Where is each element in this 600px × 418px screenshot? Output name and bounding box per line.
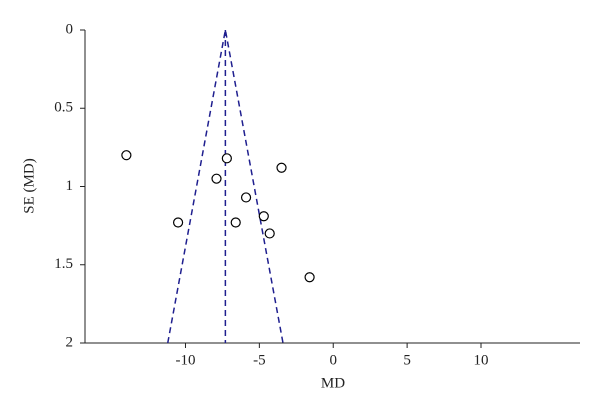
funnel-line — [167, 29, 284, 344]
point — [172, 217, 184, 228]
y-tick-label: 1 — [66, 178, 74, 194]
point — [221, 153, 232, 164]
x-tick-label: -10 — [175, 352, 195, 368]
point — [230, 217, 241, 228]
x-tick-label: 10 — [474, 352, 489, 368]
y-tick-label: 0.5 — [54, 100, 73, 116]
y-axis-title: SE (MD) — [21, 158, 37, 213]
x-axis-title: MD — [321, 375, 345, 391]
point — [264, 228, 275, 239]
y-tick-label: 0 — [66, 21, 74, 37]
point — [240, 192, 252, 203]
y-tick-label: 2 — [66, 334, 74, 350]
x-tick-label: -5 — [253, 352, 266, 368]
point — [121, 150, 132, 161]
y-tick-label: 1.5 — [54, 256, 73, 272]
point — [258, 211, 269, 222]
x-tick-label: 5 — [403, 352, 411, 368]
point — [211, 173, 222, 184]
point — [304, 272, 315, 283]
point — [276, 162, 287, 173]
x-tick-label: 0 — [329, 352, 337, 368]
